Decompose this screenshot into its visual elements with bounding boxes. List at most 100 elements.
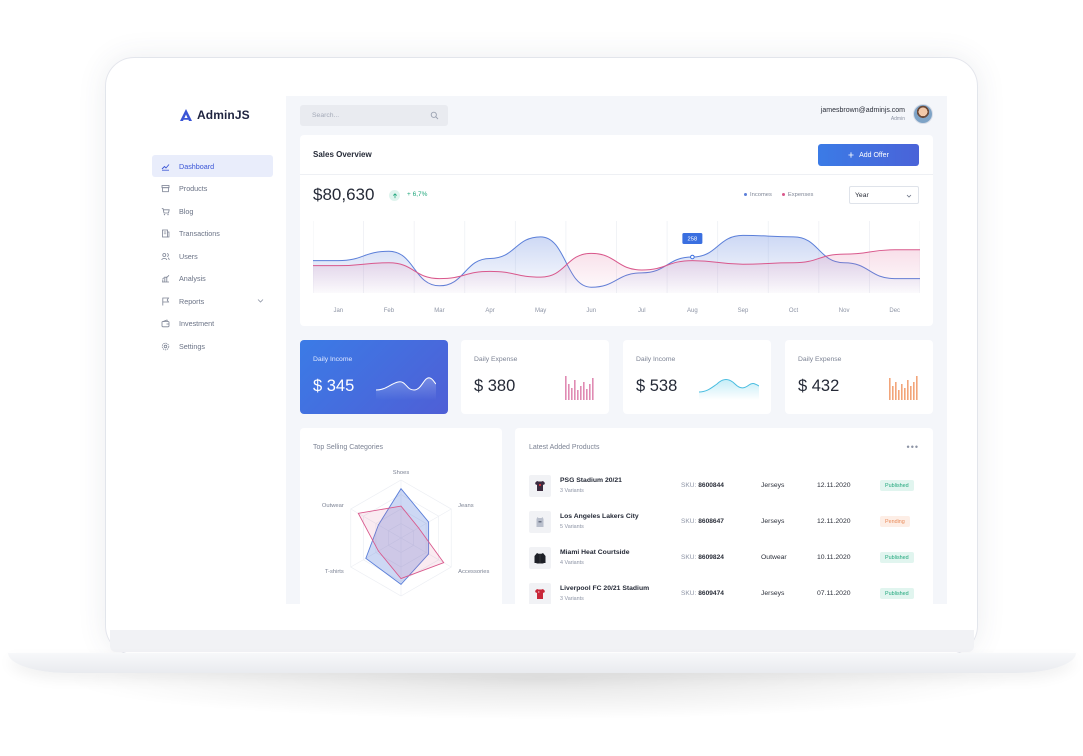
period-select[interactable]: Year [849, 186, 919, 204]
logo-text: AdminJS [197, 108, 250, 122]
x-tick-label: Jan [333, 308, 343, 314]
stat-card-daily-expense-2[interactable]: Daily Expense $ 432 [785, 340, 933, 414]
search-placeholder: Search... [312, 112, 340, 119]
tooltip-value: 258 [688, 237, 698, 243]
analysis-icon [161, 274, 170, 283]
arrow-up-icon [389, 190, 400, 201]
sidebar-item-analysis[interactable]: Analysis [152, 268, 273, 290]
wave-sparkline-cyan [699, 379, 759, 400]
wallet-icon [161, 319, 170, 328]
sidebar-item-label: Analysis [179, 274, 206, 283]
product-row[interactable]: Miami Heat Courtside 4 Variants SKU: 860… [529, 545, 919, 571]
product-sku: SKU: 8600844 [681, 482, 724, 489]
tooltip-box [682, 233, 703, 244]
top-categories-card: Top Selling Categories Shoes Jeans Accesso… [300, 428, 502, 604]
logo[interactable]: AdminJS [179, 108, 250, 122]
stat-value: $ 538 [636, 377, 678, 395]
product-date: 12.11.2020 [817, 482, 851, 489]
stat-card-daily-income[interactable]: Daily Income $ 345 [300, 340, 448, 414]
more-options-icon[interactable]: ••• [906, 442, 919, 452]
x-tick-label: Aug [687, 308, 698, 314]
sidebar-item-investment[interactable]: Investment [152, 313, 273, 335]
sidebar-item-products[interactable]: Products [152, 178, 273, 200]
x-tick-label: Jul [638, 308, 646, 314]
jersey-dark-icon [529, 475, 551, 497]
search-input[interactable]: Search... [300, 105, 448, 126]
user-menu[interactable]: jamesbrown@adminjs.com Admin [821, 104, 933, 124]
line-expenses [313, 249, 920, 280]
sidebar-item-reports[interactable]: Reports [152, 290, 273, 312]
stat-label: Daily Expense [798, 356, 842, 363]
radar-chart: Shoes Jeans Accessories T-shirts Outwear [322, 470, 490, 597]
product-row[interactable]: PSG Stadium 20/21 3 Variants SKU: 860084… [529, 473, 919, 499]
user-email: jamesbrown@adminjs.com [820, 106, 905, 114]
box-icon [161, 184, 170, 193]
product-category: Jerseys [761, 482, 785, 489]
product-name: PSG Stadium 20/21 [560, 477, 622, 484]
x-tick-label: Sep [738, 308, 749, 314]
add-offer-button[interactable]: Add Offer [818, 144, 919, 166]
sidebar-item-settings[interactable]: Settings [152, 335, 273, 357]
x-tick-label: Jun [586, 308, 596, 314]
sales-chart: Jan Feb Mar Apr May Jun Jul Aug Sep Oct Nov Dec 258 [313, 221, 920, 314]
wave-sparkline [376, 377, 436, 400]
laptop-chin [110, 630, 974, 652]
status-badge: Published [880, 480, 914, 491]
sidebar-item-users[interactable]: Users [152, 245, 273, 267]
sidebar-item-label: Settings [179, 341, 205, 351]
sidebar-item-label: Transactions [179, 229, 220, 238]
screen: AdminJS Dashboard Products Blog Transact… [137, 96, 947, 604]
stat-label: Daily Income [636, 356, 676, 363]
plus-icon [848, 152, 854, 158]
latest-products-card: Latest Added Products ••• PSG Stadium 20… [515, 428, 933, 604]
search-icon[interactable] [430, 111, 439, 120]
sales-change: + 6,7% [407, 191, 428, 198]
card-title: Top Selling Categories [313, 444, 384, 451]
avatar[interactable] [913, 104, 933, 124]
product-sku: SKU: 8608647 [681, 518, 724, 525]
jacket-icon [529, 547, 551, 569]
sidebar-item-label: Users [179, 251, 198, 261]
sales-title: Sales Overview [313, 150, 372, 159]
chevron-down-icon[interactable] [257, 297, 264, 304]
product-row[interactable]: Los Angeles Lakers City 5 Variants SKU: … [529, 509, 919, 535]
product-date: 10.11.2020 [817, 554, 851, 561]
status-badge: Pending [880, 516, 910, 527]
sales-header: Sales Overview Add Offer [300, 135, 933, 175]
cart-icon [161, 207, 170, 216]
x-tick-label: Dec [889, 308, 900, 314]
product-variants: 3 Variants [560, 488, 584, 494]
stat-value: $ 432 [798, 377, 840, 395]
product-variants: 4 Variants [560, 560, 584, 566]
x-tick-label: May [535, 308, 546, 314]
stat-card-daily-expense[interactable]: Daily Expense $ 380 [461, 340, 609, 414]
laptop-base [8, 653, 1076, 673]
product-date: 07.11.2020 [817, 590, 851, 597]
radar-axis-label: Outwear [322, 503, 344, 509]
stat-card-daily-income-2[interactable]: Daily Income $ 538 [623, 340, 771, 414]
chart-line-icon [161, 162, 170, 171]
area-expenses [313, 249, 920, 293]
sidebar-item-dashboard[interactable]: Dashboard [152, 155, 273, 177]
status-badge: Published [880, 552, 914, 563]
product-row[interactable]: Liverpool FC 20/21 Stadium 3 Variants SK… [529, 581, 919, 604]
user-info: jamesbrown@adminjs.com Admin [821, 107, 905, 122]
sidebar-item-blog[interactable]: Blog [152, 200, 273, 222]
radar-axis [350, 537, 402, 568]
chevron-down-icon [906, 194, 912, 198]
chart-legend: Incomes Expenses [744, 192, 813, 198]
sidebar-item-label: Investment [179, 319, 215, 328]
add-offer-label: Add Offer [859, 151, 889, 159]
product-category: Outwear [761, 554, 787, 561]
x-tick-label: Feb [384, 308, 395, 314]
user-role: Admin [890, 115, 905, 122]
sidebar-item-transactions[interactable]: Transactions [152, 223, 273, 245]
stat-value: $ 380 [474, 377, 516, 395]
x-tick-label: Nov [839, 308, 850, 314]
stat-label: Daily Expense [474, 356, 518, 363]
flag-icon [161, 297, 170, 306]
sidebar-item-label: Dashboard [179, 161, 215, 171]
sales-total: $80,630 [313, 185, 375, 204]
x-tick-label: Apr [485, 308, 494, 314]
x-tick-label: Mar [434, 308, 444, 314]
